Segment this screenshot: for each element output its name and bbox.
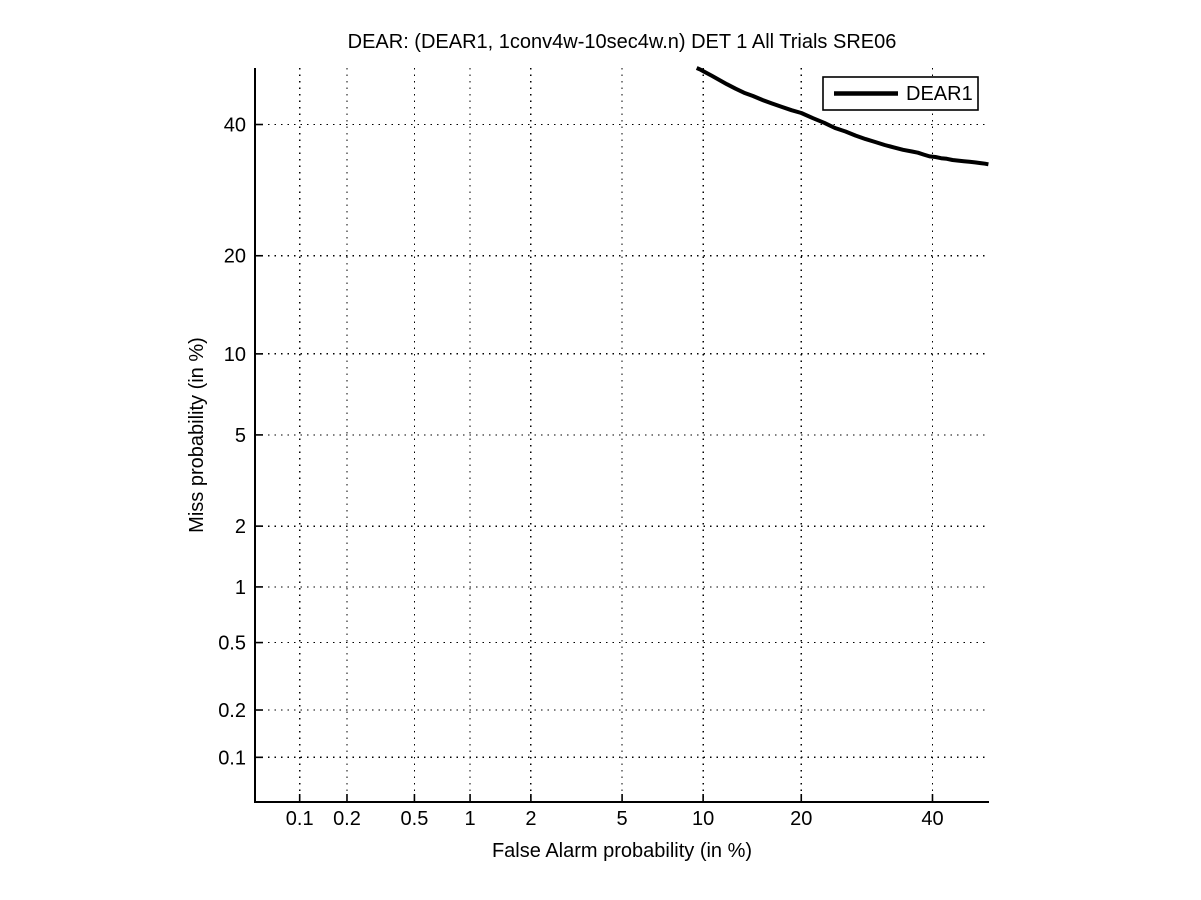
axis-ticks: 0.1 0.2 0.5 1 2 5 10 20 40 40 20 10 5 2 1 0.5 0.2 0.1: [218, 115, 943, 830]
chart-title: DEAR: (DEAR1, 1conv4w-10sec4w.n) DET 1 A…: [348, 31, 897, 53]
y-tick-label: 20: [224, 246, 246, 268]
x-tick-label: 2: [525, 808, 536, 830]
y-tick-label: 2: [235, 516, 246, 538]
y-tick-label: 0.2: [218, 700, 246, 722]
x-axis-label: False Alarm probability (in %): [492, 840, 752, 862]
x-tick-label: 0.1: [286, 808, 314, 830]
det-curve-group: [695, 66, 989, 167]
y-tick-label: 10: [224, 344, 246, 366]
x-tick-label: 0.2: [333, 808, 361, 830]
legend-label: DEAR1: [906, 83, 973, 105]
x-tick-label: 5: [617, 808, 628, 830]
y-axis-label: Miss probability (in %): [186, 337, 208, 533]
axes-frame: [254, 68, 989, 803]
y-tick-label: 0.5: [218, 633, 246, 655]
x-tick-label: 40: [921, 808, 943, 830]
y-tick-label: 40: [224, 115, 246, 137]
y-tick-label: 5: [235, 425, 246, 447]
x-tick-label: 0.5: [401, 808, 429, 830]
det-curve: [695, 66, 989, 167]
legend: DEAR1: [822, 76, 979, 111]
y-tick-label: 1: [235, 577, 246, 599]
x-tick-label: 20: [790, 808, 812, 830]
x-tick-label: 1: [465, 808, 476, 830]
x-tick-label: 10: [692, 808, 714, 830]
y-tick-label: 0.1: [218, 747, 246, 769]
grid: [255, 68, 989, 802]
